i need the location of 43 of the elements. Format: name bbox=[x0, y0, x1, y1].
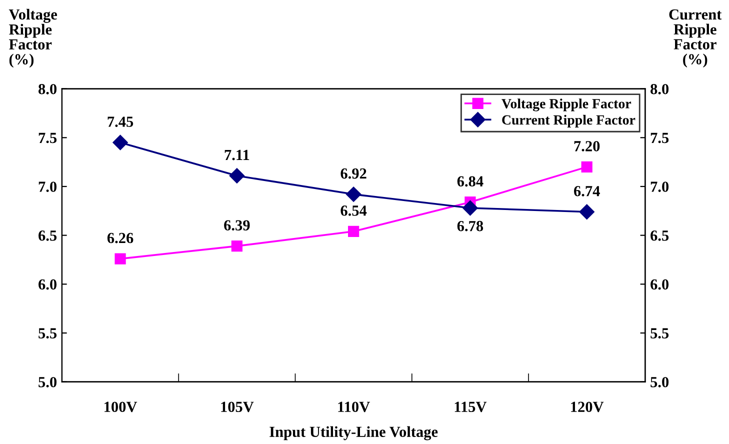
point bbox=[112, 134, 128, 150]
y-axis-title: Voltage Ripple Factor (%) bbox=[8, 8, 58, 68]
y-tick-label: 6.0 bbox=[38, 279, 57, 290]
y-tick-label: 8.0 bbox=[38, 84, 57, 94]
x-tick-label: 110V bbox=[338, 402, 370, 412]
data-label: 6.84 bbox=[457, 176, 484, 187]
point bbox=[231, 240, 242, 252]
point bbox=[346, 186, 362, 202]
legend-label: Voltage Ripple Factor bbox=[502, 98, 632, 112]
x-tick-label: 105V bbox=[221, 402, 254, 412]
data-label: 6.92 bbox=[340, 168, 366, 179]
y2-tick-label: 5.0 bbox=[650, 376, 669, 388]
x-tick-label: 115V bbox=[454, 402, 487, 412]
data-label: 6.78 bbox=[457, 220, 484, 232]
point bbox=[579, 204, 594, 220]
point bbox=[581, 161, 592, 172]
y2-axis-title: Current Ripple Factor (%) bbox=[669, 9, 722, 68]
x-tick-label: 100V bbox=[104, 402, 138, 412]
data-label: 7.11 bbox=[224, 150, 250, 160]
data-label: 6.26 bbox=[107, 232, 134, 244]
y2-tick-label: 7.0 bbox=[650, 182, 669, 192]
x-axis-title: Input Utility-Line Voltage bbox=[270, 426, 438, 440]
legend-label: Current Ripple Factor bbox=[502, 114, 636, 128]
y-tick-label: 7.0 bbox=[38, 182, 57, 192]
data-label: 6.54 bbox=[340, 206, 367, 216]
y-tick-label: 7.5 bbox=[38, 132, 57, 144]
point bbox=[114, 253, 126, 264]
y-tick-label: 5.5 bbox=[38, 328, 57, 339]
x-tick-label: 120V bbox=[571, 402, 604, 412]
y2-tick-label: 5.5 bbox=[650, 328, 669, 339]
data-label: 6.39 bbox=[224, 220, 250, 231]
point bbox=[462, 200, 478, 216]
data-label: 7.20 bbox=[574, 141, 600, 152]
data-label: 6.74 bbox=[574, 186, 600, 196]
y-tick-label: 5.0 bbox=[38, 376, 57, 388]
y2-tick-label: 6.0 bbox=[650, 279, 669, 290]
y2-tick-label: 6.5 bbox=[650, 230, 669, 241]
point bbox=[348, 226, 360, 237]
y2-tick-label: 8.0 bbox=[650, 84, 669, 94]
data-label: 7.45 bbox=[108, 116, 134, 127]
y-tick-label: 6.5 bbox=[38, 230, 57, 241]
point bbox=[229, 168, 244, 184]
y2-tick-label: 7.5 bbox=[650, 132, 669, 144]
